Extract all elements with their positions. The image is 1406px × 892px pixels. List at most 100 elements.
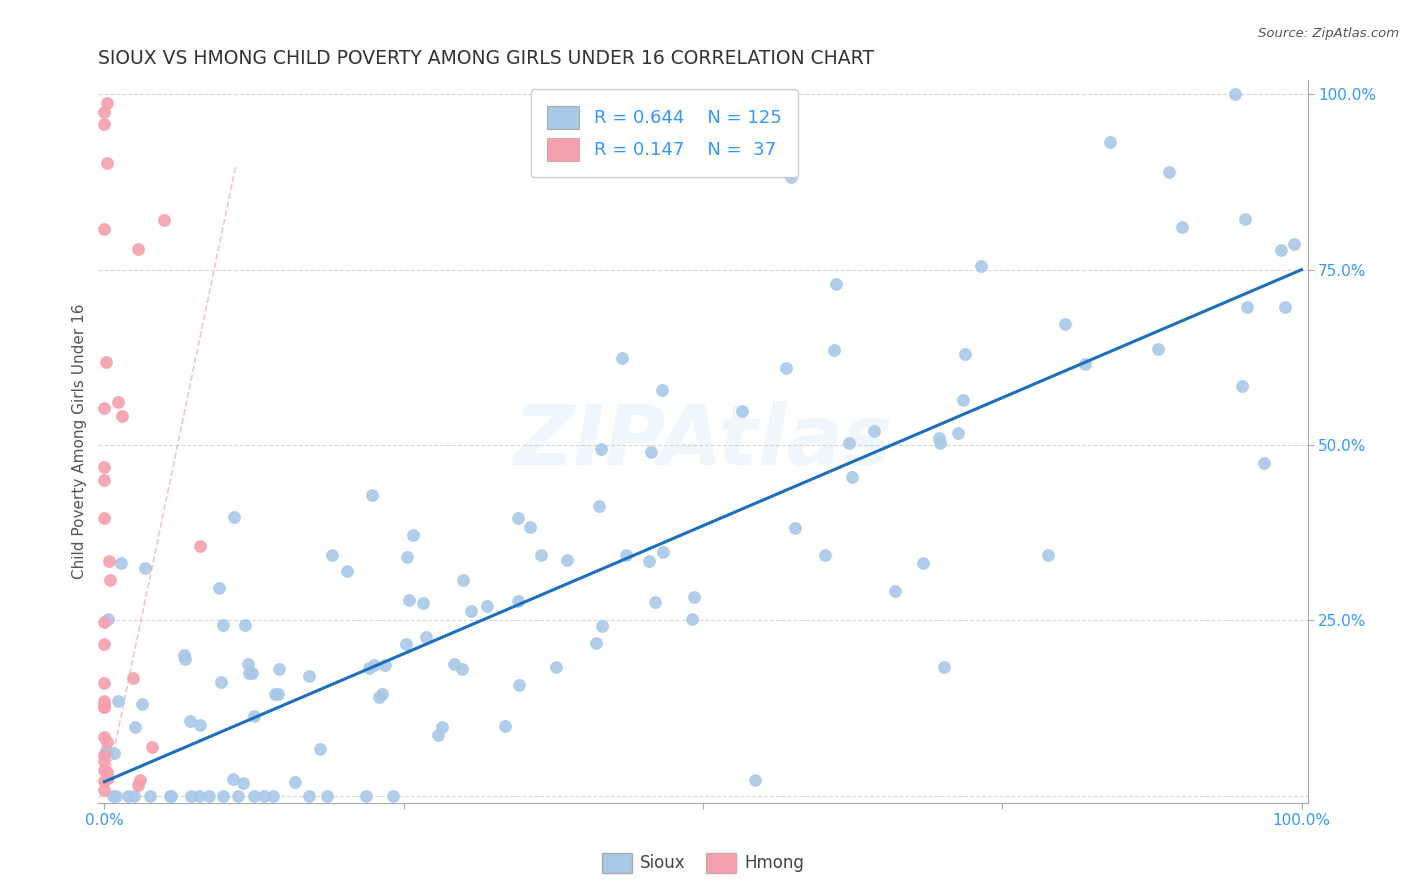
Point (96, 355, 118, 369)
Point (188, 718, 211, 732)
Point (316, 789, 339, 803)
Point (946, 425, 969, 440)
Point (1146, 343, 1168, 357)
Point (460, 603, 482, 617)
Point (838, 436, 860, 450)
Point (651, 383, 673, 397)
Point (96, 156, 118, 170)
Point (415, 631, 437, 645)
Point (952, 392, 974, 407)
Point (198, 789, 221, 803)
Point (683, 590, 706, 604)
Point (93, 763, 115, 777)
Point (93, 221, 115, 235)
Point (309, 742, 332, 756)
Point (93, 773, 115, 788)
Point (96, 765, 118, 780)
Point (640, 445, 662, 459)
Point (117, 789, 139, 803)
Point (508, 678, 530, 692)
Point (179, 714, 201, 728)
Point (354, 789, 377, 803)
Point (243, 789, 266, 803)
Point (93, 698, 115, 712)
Point (153, 213, 176, 227)
Point (780, 170, 803, 185)
Point (134, 561, 156, 575)
Point (382, 789, 405, 803)
Point (188, 539, 211, 553)
Point (93, 615, 115, 629)
Point (107, 694, 129, 708)
Point (124, 789, 146, 803)
Point (475, 599, 498, 613)
Point (93, 748, 115, 763)
Point (374, 658, 396, 673)
Point (253, 789, 276, 803)
Point (211, 789, 233, 803)
Point (124, 720, 146, 734)
Point (508, 510, 530, 524)
Point (775, 361, 797, 376)
Point (127, 242, 149, 256)
Point (122, 671, 145, 685)
Point (111, 409, 134, 424)
Point (103, 746, 125, 760)
Point (139, 789, 162, 803)
Point (1236, 301, 1258, 315)
Point (105, 789, 128, 803)
Point (1157, 165, 1180, 179)
Point (426, 728, 449, 742)
Point (269, 662, 291, 676)
Text: SIOUX VS HMONG CHILD POVERTY AMONG GIRLS UNDER 16 CORRELATION CHART: SIOUX VS HMONG CHILD POVERTY AMONG GIRLS… (98, 48, 875, 68)
Point (238, 666, 260, 681)
Point (1274, 300, 1296, 314)
Point (97, 772, 120, 786)
Point (443, 657, 465, 672)
Point (93, 637, 115, 651)
Point (883, 583, 905, 598)
Point (744, 772, 766, 787)
Point (396, 549, 419, 564)
Point (208, 581, 231, 595)
Point (180, 789, 202, 803)
Point (93, 105, 115, 120)
Point (262, 789, 284, 803)
Point (591, 619, 613, 633)
Point (929, 435, 952, 450)
Point (93, 700, 115, 714)
Point (173, 648, 195, 662)
Point (173, 652, 195, 666)
Point (361, 488, 384, 502)
Point (395, 637, 418, 651)
Point (1230, 379, 1253, 393)
Point (240, 666, 263, 681)
Point (450, 662, 472, 676)
Point (824, 277, 846, 291)
Point (98, 573, 121, 587)
Point (1270, 243, 1292, 257)
Point (93, 460, 115, 475)
Point (731, 404, 754, 418)
Point (363, 657, 385, 672)
Point (93, 117, 115, 131)
Point (1098, 136, 1121, 150)
Point (93, 693, 115, 707)
Point (610, 351, 633, 366)
Point (928, 431, 950, 445)
Point (226, 789, 249, 803)
Point (131, 697, 153, 711)
Point (529, 548, 551, 562)
Y-axis label: Child Poverty Among Girls Under 16: Child Poverty Among Girls Under 16 (72, 304, 87, 579)
Point (546, 660, 568, 674)
Point (93, 730, 115, 744)
Point (912, 557, 935, 571)
Point (1074, 357, 1097, 371)
Point (1223, 87, 1246, 102)
Point (934, 660, 956, 674)
Point (236, 657, 259, 672)
Point (321, 548, 343, 562)
Point (814, 548, 837, 562)
Point (267, 687, 290, 701)
Point (616, 548, 638, 562)
